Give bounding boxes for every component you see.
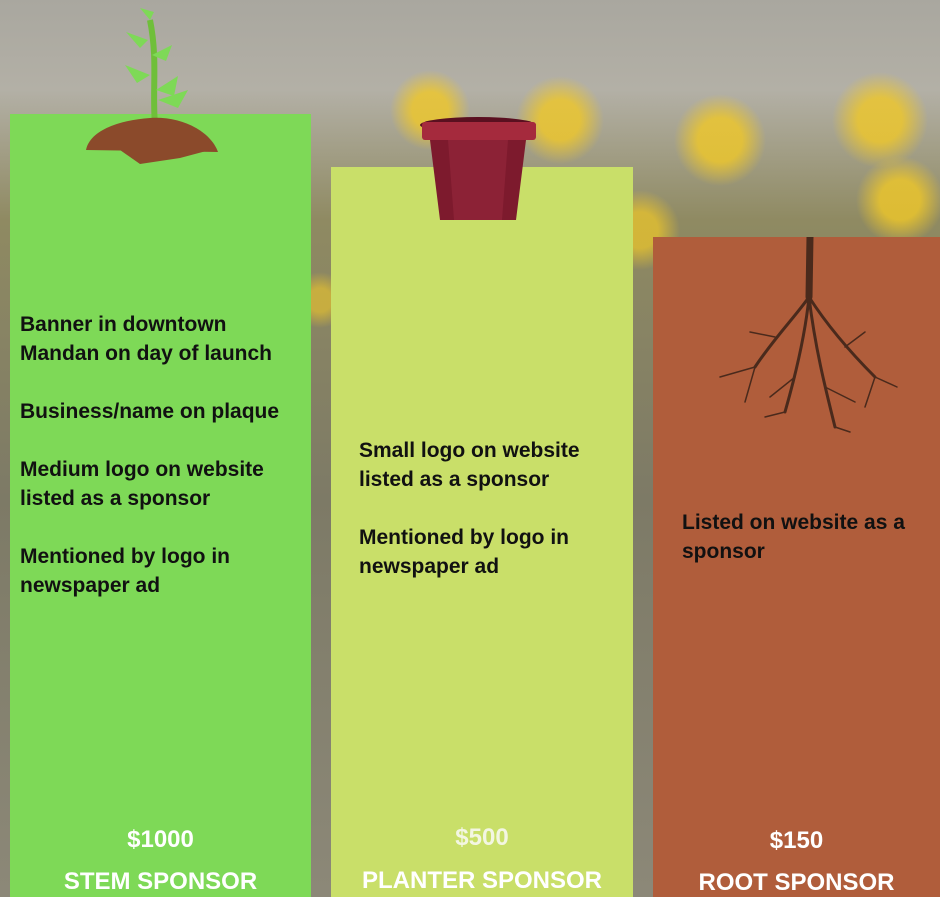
benefit: Business/name on plaque <box>20 397 290 426</box>
benefit: Small logo on website listed as a sponso… <box>359 436 604 494</box>
roots-icon <box>715 237 900 437</box>
tier-name: PLANTER SPONSOR <box>331 867 633 895</box>
price: $500 <box>331 824 633 852</box>
benefit: Mentioned by logo in newspaper ad <box>20 542 290 600</box>
tier-name: ROOT SPONSOR <box>653 869 940 897</box>
price: $1000 <box>10 826 311 854</box>
benefit: Banner in downtown Mandan on day of laun… <box>20 310 290 368</box>
benefit-list: Listed on website as a sponsor <box>682 508 917 595</box>
planter-tier: Small logo on website listed as a sponso… <box>331 167 633 897</box>
benefit: Medium logo on website listed as a spons… <box>20 455 290 513</box>
sprout-icon <box>80 0 230 170</box>
price: $150 <box>653 827 940 855</box>
benefit: Listed on website as a sponsor <box>682 508 917 566</box>
benefit: Mentioned by logo in newspaper ad <box>359 523 604 581</box>
benefit-list: Small logo on website listed as a sponso… <box>359 436 604 610</box>
benefit-list: Banner in downtown Mandan on day of laun… <box>20 310 290 629</box>
pot-icon <box>418 116 540 224</box>
page: Banner in downtown Mandan on day of laun… <box>0 0 940 897</box>
tier-name: STEM SPONSOR <box>10 868 311 896</box>
stem-tier: Banner in downtown Mandan on day of laun… <box>10 114 311 897</box>
